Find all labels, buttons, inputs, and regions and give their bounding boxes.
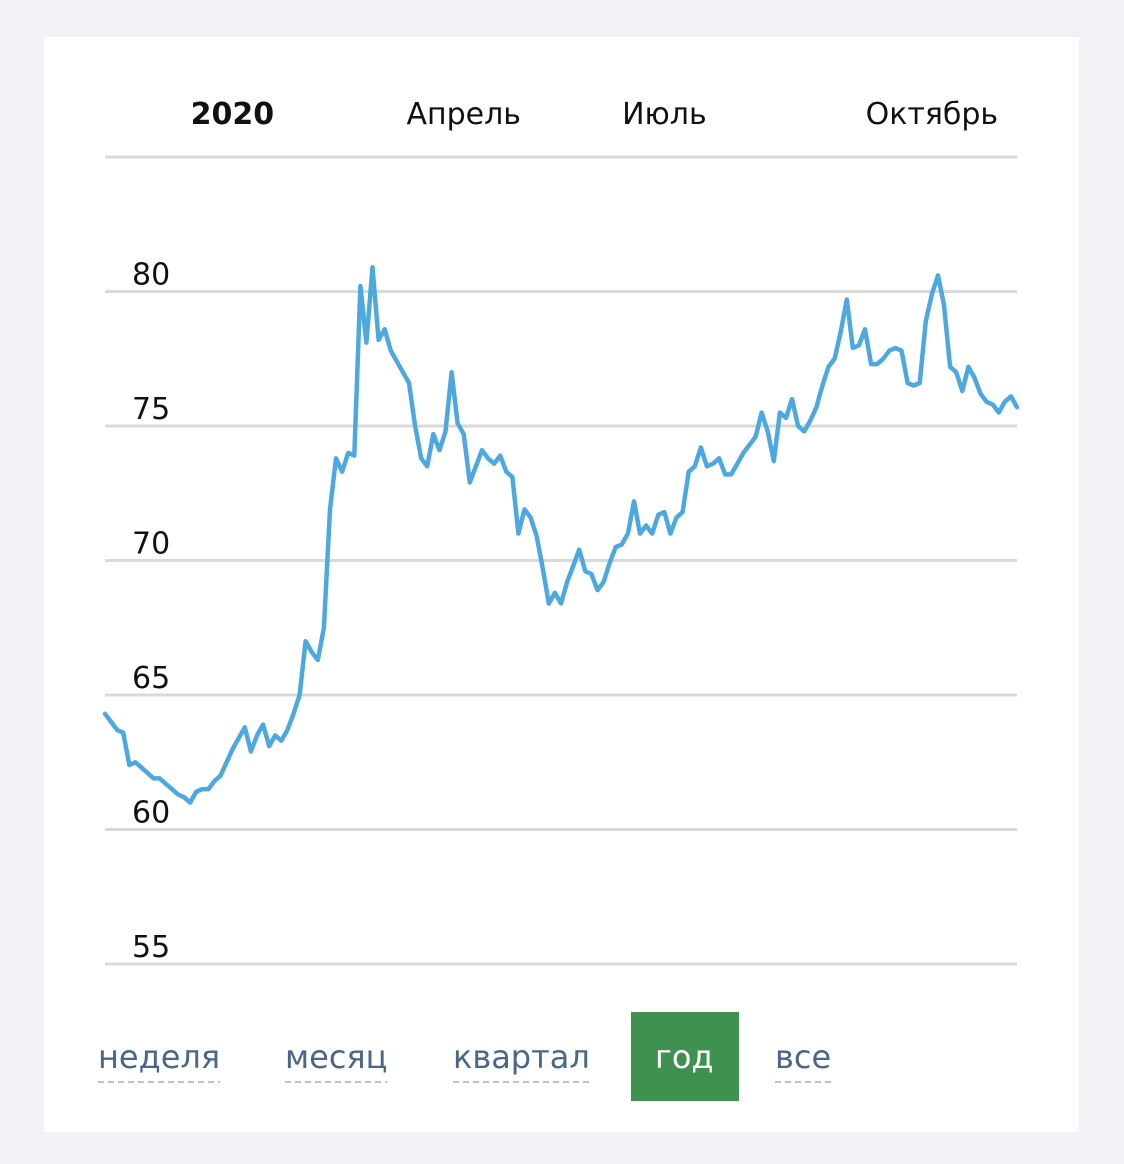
y-tick-label: 65 bbox=[132, 661, 170, 696]
y-tick-label: 60 bbox=[132, 796, 170, 831]
period-button[interactable]: год bbox=[631, 1012, 739, 1101]
period-label: квартал bbox=[453, 1038, 590, 1076]
period-button[interactable]: неделя bbox=[98, 1038, 221, 1083]
period-label: месяц bbox=[285, 1038, 387, 1076]
period-label: все bbox=[775, 1038, 831, 1076]
period-button[interactable]: все bbox=[775, 1038, 832, 1083]
period-label: неделя bbox=[98, 1038, 220, 1076]
active-button-bg bbox=[631, 1012, 739, 1101]
period-button[interactable]: квартал bbox=[453, 1038, 590, 1083]
x-tick-label: Июль bbox=[622, 97, 707, 132]
period-button[interactable]: месяц bbox=[285, 1038, 388, 1083]
period-label: год bbox=[655, 1038, 714, 1076]
y-tick-label: 70 bbox=[132, 527, 170, 562]
y-tick-label: 80 bbox=[132, 258, 170, 293]
x-tick-label: 2020 bbox=[191, 97, 275, 132]
y-tick-label: 75 bbox=[132, 392, 170, 427]
y-tick-label: 55 bbox=[132, 930, 170, 965]
card bbox=[44, 37, 1079, 1132]
price-line bbox=[102, 265, 1020, 805]
x-tick-label: Апрель bbox=[406, 97, 521, 132]
x-tick-label: Октябрь bbox=[866, 97, 998, 132]
